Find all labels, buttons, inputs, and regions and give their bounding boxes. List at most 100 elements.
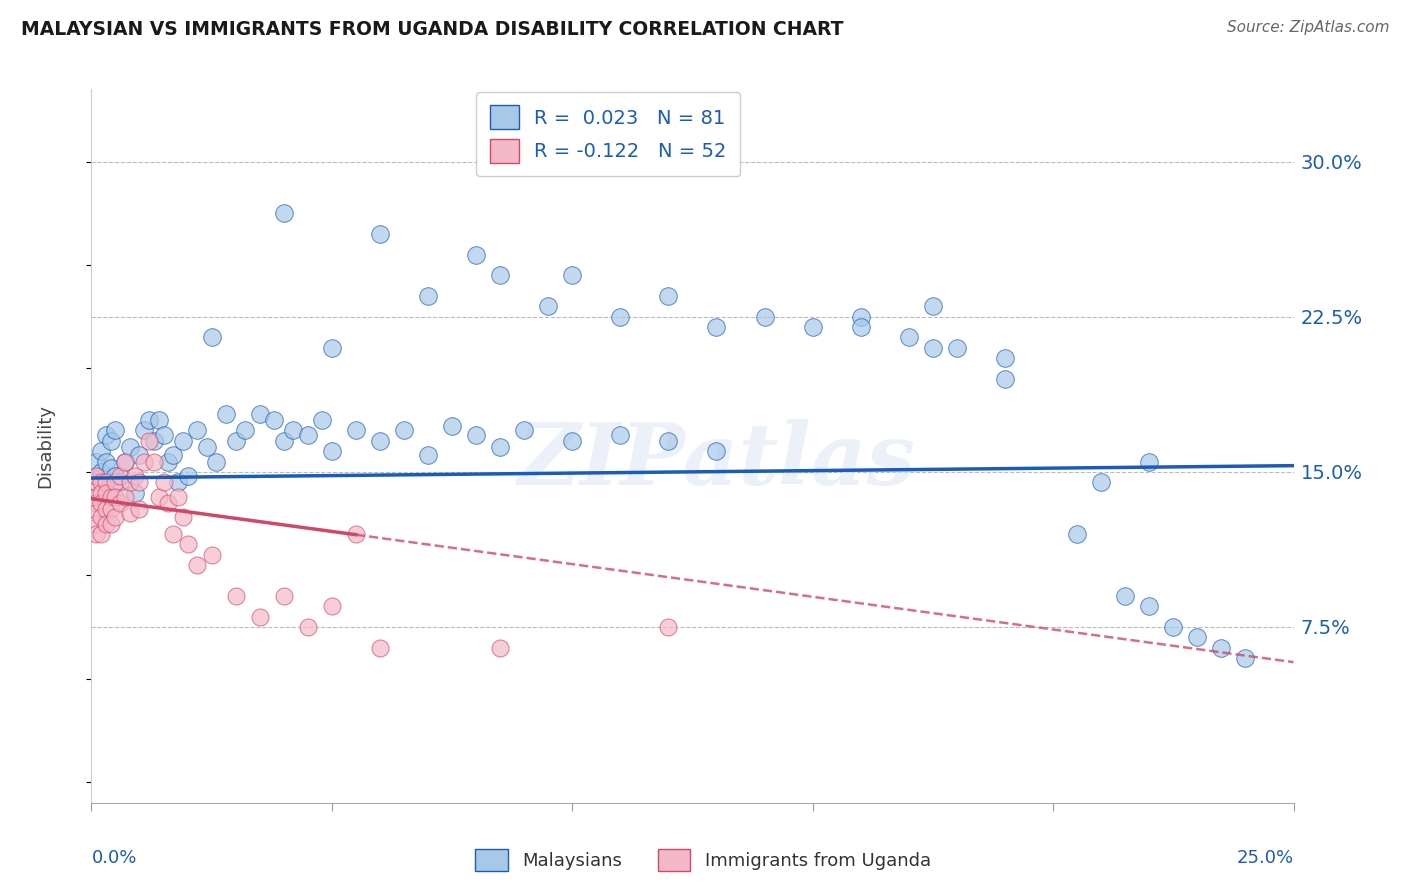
Text: ZIPatlas: ZIPatlas: [517, 418, 915, 502]
Point: [142, 454, 165, 468]
Point: [215, 407, 238, 421]
Point: [84, 469, 107, 483]
Point: [118, 440, 141, 454]
Point: [84, 475, 107, 490]
Point: [1114, 589, 1136, 603]
Point: [706, 320, 728, 334]
Point: [90, 465, 112, 479]
Point: [489, 440, 512, 454]
Point: [513, 424, 536, 438]
Point: [90, 496, 112, 510]
Point: [90, 444, 112, 458]
Point: [94, 475, 117, 490]
Point: [152, 427, 174, 442]
Point: [100, 502, 122, 516]
Point: [104, 424, 127, 438]
Point: [465, 427, 488, 442]
Point: [283, 424, 305, 438]
Text: 25.0%: 25.0%: [1236, 849, 1294, 867]
Point: [84, 496, 107, 510]
Point: [110, 469, 132, 483]
Point: [922, 299, 945, 313]
Point: [84, 469, 107, 483]
Point: [172, 434, 194, 448]
Point: [263, 413, 285, 427]
Point: [118, 475, 141, 490]
Point: [273, 589, 295, 603]
Point: [368, 640, 391, 655]
Point: [321, 599, 343, 614]
Point: [344, 527, 367, 541]
Point: [1211, 640, 1233, 655]
Text: MALAYSIAN VS IMMIGRANTS FROM UGANDA DISABILITY CORRELATION CHART: MALAYSIAN VS IMMIGRANTS FROM UGANDA DISA…: [21, 20, 844, 38]
Point: [489, 640, 512, 655]
Point: [128, 475, 150, 490]
Point: [110, 475, 132, 490]
Point: [104, 490, 127, 504]
Point: [84, 454, 107, 468]
Point: [134, 424, 156, 438]
Point: [609, 427, 631, 442]
Text: Disability: Disability: [37, 404, 55, 488]
Point: [84, 527, 107, 541]
Point: [440, 419, 463, 434]
Point: [110, 496, 132, 510]
Point: [205, 454, 228, 468]
Point: [657, 620, 679, 634]
Point: [152, 475, 174, 490]
Point: [90, 527, 112, 541]
Text: 0.0%: 0.0%: [91, 849, 136, 867]
Point: [94, 516, 117, 531]
Point: [84, 516, 107, 531]
Point: [94, 485, 117, 500]
Point: [167, 475, 190, 490]
Point: [849, 320, 872, 334]
Point: [273, 434, 295, 448]
Point: [233, 424, 256, 438]
Point: [90, 510, 112, 524]
Point: [946, 341, 969, 355]
Point: [1090, 475, 1112, 490]
Point: [225, 589, 247, 603]
Point: [124, 485, 146, 500]
Point: [201, 548, 224, 562]
Point: [104, 510, 127, 524]
Point: [249, 609, 271, 624]
Point: [489, 268, 512, 283]
Point: [176, 469, 198, 483]
Point: [142, 434, 165, 448]
Point: [176, 537, 198, 551]
Point: [1137, 599, 1160, 614]
Point: [273, 206, 295, 220]
Point: [162, 527, 184, 541]
Point: [225, 434, 247, 448]
Point: [90, 475, 112, 490]
Point: [186, 424, 208, 438]
Point: [172, 510, 194, 524]
Point: [94, 427, 117, 442]
Point: [706, 444, 728, 458]
Point: [148, 413, 170, 427]
Point: [537, 299, 560, 313]
Point: [1161, 620, 1184, 634]
Point: [801, 320, 824, 334]
Point: [321, 444, 343, 458]
Point: [561, 268, 583, 283]
Point: [128, 502, 150, 516]
Point: [1137, 454, 1160, 468]
Point: [249, 407, 271, 421]
Point: [195, 440, 218, 454]
Point: [104, 475, 127, 490]
Point: [114, 490, 136, 504]
Point: [114, 454, 136, 468]
Point: [368, 227, 391, 241]
Point: [138, 434, 160, 448]
Point: [1187, 630, 1209, 644]
Point: [118, 506, 141, 520]
Point: [162, 448, 184, 462]
Point: [104, 469, 127, 483]
Point: [609, 310, 631, 324]
Point: [128, 448, 150, 462]
Point: [157, 454, 180, 468]
Point: [100, 516, 122, 531]
